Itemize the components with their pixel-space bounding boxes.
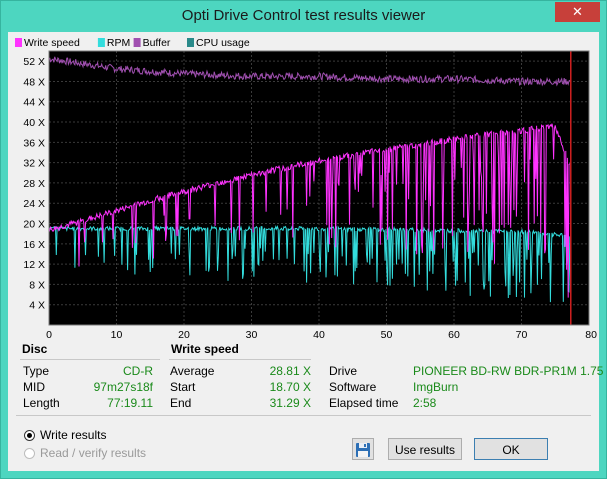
y-tick-label: 4 X <box>29 300 45 312</box>
y-tick-label: 44 X <box>23 97 45 109</box>
y-tick-label: 8 X <box>29 279 45 291</box>
legend-label: Buffer <box>143 37 171 49</box>
drive-label: Drive <box>329 364 358 378</box>
ok-button[interactable]: OK <box>474 438 548 460</box>
speed-chart: 4 X 8 X 12 X 16 X 20 X 24 X 28 X 32 X 36 X 40 X 44… <box>9 34 599 367</box>
x-tick-label: 70 <box>516 329 528 341</box>
chart-svg: 4 X 8 X 12 X 16 X 20 X 24 X 28 X 32 X 36 X 40 X 44… <box>15 37 599 341</box>
y-tick-label: 20 X <box>23 219 45 231</box>
y-tick-label: 52 X <box>23 56 45 68</box>
y-tick-label: 12 X <box>23 259 45 271</box>
write-speed-header: Write speed <box>171 342 239 356</box>
software-value: ImgBurn <box>413 380 459 394</box>
read-verify-results-label: Read / verify results <box>40 446 147 460</box>
disc-type-label: Type <box>23 364 50 378</box>
y-tick-label: 36 X <box>23 137 45 149</box>
radio-selected-icon <box>24 429 35 441</box>
x-tick-label: 30 <box>246 329 258 341</box>
legend-label: CPU usage <box>196 37 250 49</box>
x-tick-label: 80 min <box>585 329 599 341</box>
end-speed-value: 31.29 X <box>269 396 311 410</box>
software-label: Software <box>329 380 377 394</box>
write-results-label: Write results <box>40 428 107 442</box>
legend-swatch <box>15 38 22 47</box>
client-area: 4 X 8 X 12 X 16 X 20 X 24 X 28 X 32 X 36 X 40 X 44… <box>8 32 603 471</box>
elapsed-time-label: Elapsed time <box>329 396 399 410</box>
write-results-radio[interactable]: Write results <box>24 428 106 442</box>
write-speed-divider <box>169 359 311 360</box>
x-tick-label: 20 <box>178 329 190 341</box>
bottom-divider <box>16 415 591 416</box>
elapsed-time-value: 2:58 <box>413 396 437 410</box>
disc-mid-label: MID <box>23 380 45 394</box>
title-bar: Opti Drive Control test results viewer ✕ <box>1 1 606 31</box>
legend-swatch <box>97 38 105 47</box>
legend-swatch <box>187 38 194 47</box>
disc-length-value: 77:19.11 <box>107 396 153 410</box>
start-speed-value: 18.70 X <box>269 380 311 394</box>
avg-speed-label: Average <box>170 364 215 378</box>
read-verify-results-radio[interactable]: Read / verify results <box>24 446 146 460</box>
legend-label: RPM <box>107 37 130 49</box>
disc-divider <box>20 359 160 360</box>
y-tick-label: 32 X <box>23 158 45 170</box>
y-tick-label: 28 X <box>23 178 45 190</box>
end-speed-label: End <box>170 396 192 410</box>
legend-label: Write speed <box>24 37 80 49</box>
floppy-disk-icon <box>356 443 370 457</box>
window-title: Opti Drive Control test results viewer <box>181 7 426 24</box>
drive-value: PIONEER BD-RW BDR-PR1M 1.75 <box>413 364 604 378</box>
disc-header: Disc <box>22 342 48 356</box>
y-tick-label: 48 X <box>23 76 45 88</box>
disc-mid-value: 97m27s18f <box>93 380 153 394</box>
legend-swatch <box>133 38 141 47</box>
buffer-line <box>48 56 572 87</box>
save-button[interactable] <box>352 438 374 460</box>
plot-frame <box>48 50 590 326</box>
x-tick-label: 60 <box>448 329 460 341</box>
x-tick-label: 10 <box>111 329 123 341</box>
x-tick-label: 50 <box>381 329 393 341</box>
x-tick-label: 0 <box>46 329 52 341</box>
x-tick-label: 40 <box>313 329 325 341</box>
use-results-button[interactable]: Use results <box>388 438 462 460</box>
y-tick-label: 40 X <box>23 117 45 129</box>
radio-unselected-icon <box>24 447 35 459</box>
start-speed-label: Start <box>170 380 196 394</box>
write-speed-line <box>48 123 571 298</box>
y-tick-label: 24 X <box>23 198 45 210</box>
disc-length-label: Length <box>23 396 60 410</box>
close-button[interactable]: ✕ <box>555 2 600 22</box>
avg-speed-value: 28.81 X <box>269 364 311 378</box>
y-tick-label: 16 X <box>23 239 45 251</box>
disc-type-value: CD-R <box>123 364 153 378</box>
